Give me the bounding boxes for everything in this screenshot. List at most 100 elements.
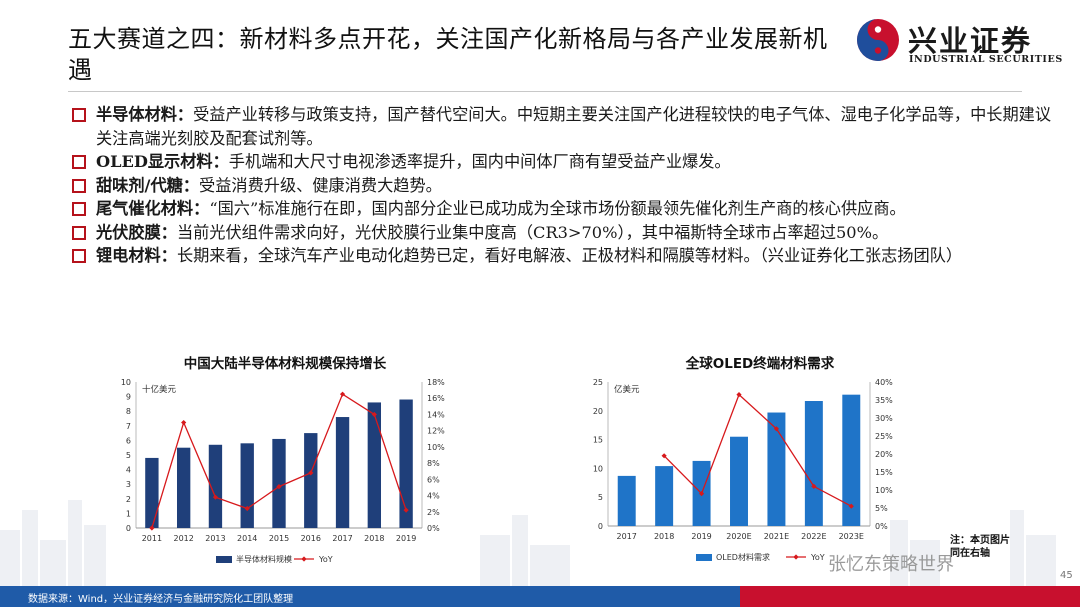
y-tick-label-right: 18%	[427, 378, 445, 387]
bullet-keyword: 尾气催化材料：	[96, 199, 210, 218]
watermark-text: 张忆东策略世界	[828, 554, 954, 575]
bullet-item: 光伏胶膜：当前光伏组件需求向好，光伏胶膜行业集中度高（CR3>70%），其中福斯…	[70, 221, 1060, 245]
bullet-keyword: 甜味剂/代糖：	[96, 175, 200, 195]
x-tick-label: 2019	[396, 534, 416, 543]
x-tick-label: 2013	[205, 534, 225, 543]
y-tick-label-left: 8	[126, 407, 131, 416]
yoy-point	[403, 507, 409, 513]
x-tick-label: 2016	[301, 534, 321, 543]
y-tick-label-right: 40%	[875, 378, 893, 387]
y-tick-label-left: 25	[593, 378, 603, 387]
footer-accent	[740, 586, 1080, 607]
y-tick-label-right: 0%	[875, 522, 888, 531]
bar	[804, 401, 823, 526]
bar	[176, 447, 191, 528]
y-tick-label-left: 0	[598, 522, 603, 531]
bar	[240, 443, 254, 528]
bar	[730, 436, 748, 526]
bar	[335, 417, 350, 528]
yoy-point	[181, 419, 187, 426]
x-tick-label: 2012	[173, 534, 193, 543]
bar	[272, 438, 286, 528]
x-tick-label: 2017	[617, 532, 637, 541]
bullet-text: “国六”标准施行在即，国内部分企业已成功成为全球市场份额最领先催化剂生产商的核心…	[209, 199, 906, 218]
y-tick-label-left: 3	[126, 480, 131, 489]
y-tick-label-right: 15%	[875, 468, 893, 477]
x-tick-label: 2018	[654, 532, 674, 541]
x-tick-label: 2019	[691, 532, 711, 541]
bar	[304, 433, 318, 528]
x-tick-label: 2015	[269, 534, 289, 543]
x-tick-label: 2018	[364, 534, 384, 543]
bar	[617, 475, 636, 526]
y-tick-label-left: 2	[126, 495, 131, 504]
legend-label-line: YoY	[810, 553, 825, 562]
bar	[842, 394, 861, 526]
legend-swatch-bar	[216, 556, 232, 563]
y-tick-label-right: 0%	[427, 524, 440, 533]
yoy-point	[276, 484, 282, 490]
square-bullet-icon	[72, 225, 86, 240]
x-tick-label: 2011	[142, 534, 162, 543]
yoy-point	[149, 525, 155, 531]
bar	[208, 444, 223, 528]
bullet-item: OLED显示材料：手机端和大尺寸电视渗透率提升，国内中间体厂商有望受益产业爆发。	[70, 150, 1060, 174]
square-bullet-icon	[72, 108, 86, 122]
bar	[399, 399, 413, 528]
square-bullet-icon	[72, 202, 86, 216]
yoy-point	[244, 505, 250, 512]
bar	[655, 466, 674, 526]
bullet-keyword: OLED显示材料：	[96, 152, 229, 171]
bullet-text: 受益产业转移与政策支持，国产替代空间大。中短期主要关注国产化进程较快的电子气体、…	[96, 105, 1052, 148]
bullet-item: 尾气催化材料：“国六”标准施行在即，国内部分企业已成功成为全球市场份额最领先催化…	[70, 197, 1060, 221]
title-divider	[68, 91, 1022, 92]
legend-label-bar: 半导体材料规模	[236, 554, 292, 564]
legend-label-line: YoY	[318, 555, 333, 564]
y-tick-label-right: 30%	[875, 414, 893, 423]
y-tick-label-right: 14%	[427, 410, 445, 419]
chart-oled-materials: 0 5 10 15 20 25 0% 5% 10% 15% 20% 25% 30% 35% 40% 亿美元 20…	[593, 378, 893, 562]
bullet-item: 甜味剂/代糖：受益消费升级、健康消费大趋势。	[70, 174, 1060, 198]
chart-title-oled: 全球OLED终端材料需求	[685, 356, 835, 372]
y-tick-label-right: 16%	[427, 394, 445, 403]
y-tick-label-left: 0	[126, 524, 131, 533]
chart-title-semiconductor: 中国大陆半导体材料规模保持增长	[183, 356, 387, 372]
bar	[367, 402, 382, 528]
y-tick-label-left: 5	[126, 451, 131, 460]
y-tick-label-left: 10	[593, 464, 603, 473]
y-tick-label-left: 20	[593, 407, 603, 416]
logo-chinese-name: 兴业证券	[908, 24, 1033, 58]
legend-label-bar: OLED材料需求	[716, 552, 770, 562]
y-tick-label-right: 2%	[427, 508, 440, 517]
y-tick-label-right: 25%	[875, 432, 893, 441]
yoy-point	[848, 503, 854, 509]
y-tick-label-left: 6	[126, 436, 131, 445]
legend-marker-line	[301, 556, 307, 562]
y-tick-label-left: 9	[126, 393, 131, 402]
y-tick-label-right: 5%	[875, 504, 888, 513]
page-title: 五大赛道之四：新材料多点开花，关注国产化新格局与各产业发展新机遇	[68, 25, 828, 84]
x-tick-label: 2017	[332, 534, 352, 543]
bullet-keyword: 半导体材料：	[96, 105, 194, 124]
y-tick-label-left: 7	[126, 422, 131, 431]
bullet-keyword: 锂电材料：	[96, 246, 177, 265]
y-tick-label-right: 8%	[427, 459, 440, 468]
skyline-background	[0, 500, 1056, 586]
y-tick-label-right: 20%	[875, 450, 893, 459]
x-tick-label: 2023E	[839, 532, 864, 541]
x-tick-label: 2022E	[801, 532, 826, 541]
bullet-text: 长期来看，全球汽车产业电动化趋势已定，看好电解液、正极材料和隔膜等材料。（兴业证…	[176, 246, 963, 265]
legend-marker-line	[793, 554, 799, 560]
chart-semiconductor-materials: 0 1 2 3 4 5 6 7 8 9 10 0% 2% 4% 6% 8% 10% 12% 14% 16% 18% 十亿美…	[121, 378, 445, 564]
unit-label: 亿美元	[614, 384, 640, 395]
x-tick-label: 2020E	[726, 532, 751, 541]
bullet-text: 受益消费升级、健康消费大趋势。	[199, 175, 442, 195]
y-tick-label-right: 4%	[427, 492, 440, 501]
y-tick-label-left: 1	[126, 509, 131, 518]
company-logo: 兴业证券 INDUSTRIAL SECURITIES	[850, 12, 1070, 68]
bar	[145, 457, 159, 528]
legend-swatch-bar	[696, 554, 712, 561]
y-tick-label-left: 10	[121, 378, 131, 387]
y-tick-label-right: 10%	[427, 443, 445, 452]
footer-source: 数据来源：Wind，兴业证券经济与金融研究院化工团队整理	[28, 594, 294, 605]
